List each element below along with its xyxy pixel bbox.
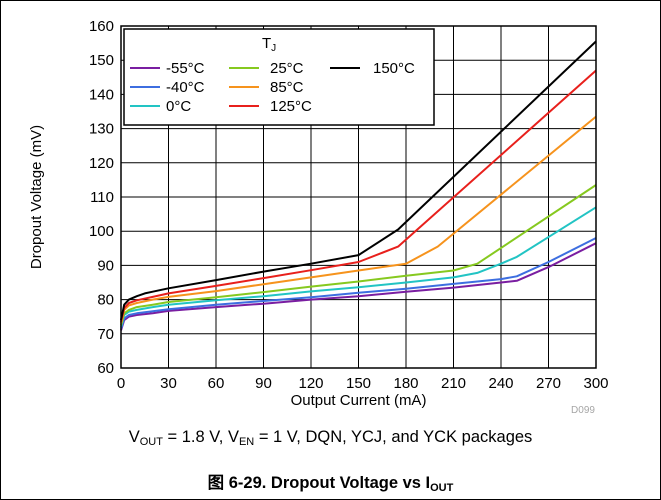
x-tick-label-0: 0 xyxy=(117,375,125,392)
legend-label-1: -40°C xyxy=(166,79,205,96)
condition-t1: = 1.8 V, V xyxy=(162,428,239,446)
tick-labels: 0 30 60 90 120 150 180 210 240 270 300 60 70 80 90 100 1… xyxy=(89,18,609,392)
legend-label-6: 150°C xyxy=(373,60,415,77)
x-tick-label-5: 150 xyxy=(346,375,371,392)
x-axis-label: Output Current (mA) xyxy=(291,392,427,409)
y-tick-label-10: 160 xyxy=(89,18,114,35)
plot-border xyxy=(120,25,597,369)
y-tick-label-7: 130 xyxy=(89,121,114,138)
caption-text: 图 6-29. Dropout Voltage vs I xyxy=(207,474,431,492)
condition-v2-sub: EN xyxy=(238,436,255,448)
x-tick-label-9: 270 xyxy=(536,375,561,392)
y-tick-label-4: 100 xyxy=(89,223,114,240)
y-tick-label-9: 150 xyxy=(89,52,114,69)
legend-label-3: 25°C xyxy=(270,60,304,77)
x-tick-label-7: 210 xyxy=(441,375,466,392)
series-line-6 xyxy=(120,40,597,321)
y-tick-label-1: 70 xyxy=(97,326,114,343)
legend-label-2: 0°C xyxy=(166,98,191,115)
condition-t2: = 1 V, DQN, YCJ, and YCK packages xyxy=(254,428,533,446)
caption-sub: OUT xyxy=(430,482,454,494)
x-tick-label-10: 300 xyxy=(583,375,608,392)
legend-label-5: 125°C xyxy=(270,98,312,115)
series-line-5 xyxy=(120,69,597,323)
legend-title-sub: J xyxy=(271,43,276,54)
y-axis-label: Dropout Voltage (mV) xyxy=(28,125,45,269)
y-tick-label-8: 140 xyxy=(89,86,114,103)
x-tick-label-3: 90 xyxy=(255,375,272,392)
y-tick-label-6: 120 xyxy=(89,155,114,172)
dropout-voltage-chart: 0 30 60 90 120 150 180 210 240 270 300 60 70 80 90 100 1… xyxy=(28,18,609,416)
series-line-1 xyxy=(120,237,597,329)
figure-caption: 图 6-29. Dropout Voltage vs IOUT xyxy=(0,469,661,494)
series-line-0 xyxy=(120,242,597,331)
x-tick-label-6: 180 xyxy=(393,375,418,392)
series-line-2 xyxy=(120,206,597,328)
y-tick-label-5: 110 xyxy=(90,189,114,206)
y-tick-label-0: 60 xyxy=(97,360,114,377)
series-layer xyxy=(120,40,597,331)
legend-label-0: -55°C xyxy=(166,60,205,77)
y-tick-label-3: 90 xyxy=(97,257,114,274)
series-line-3 xyxy=(120,184,597,326)
y-tick-label-2: 80 xyxy=(97,292,114,309)
test-conditions: VOUT = 1.8 V, VEN = 1 V, DQN, YCJ, and Y… xyxy=(0,428,661,448)
x-tick-label-8: 240 xyxy=(488,375,513,392)
x-tick-label-1: 30 xyxy=(160,375,177,392)
x-tick-label-4: 120 xyxy=(298,375,323,392)
legend-label-4: 85°C xyxy=(270,79,304,96)
figure-code: D099 xyxy=(571,405,595,416)
condition-v1-sub: OUT xyxy=(139,436,163,448)
series-line-4 xyxy=(120,115,597,324)
legend-box xyxy=(123,28,435,126)
condition-v1: V xyxy=(128,428,140,446)
x-tick-label-2: 60 xyxy=(208,375,225,392)
